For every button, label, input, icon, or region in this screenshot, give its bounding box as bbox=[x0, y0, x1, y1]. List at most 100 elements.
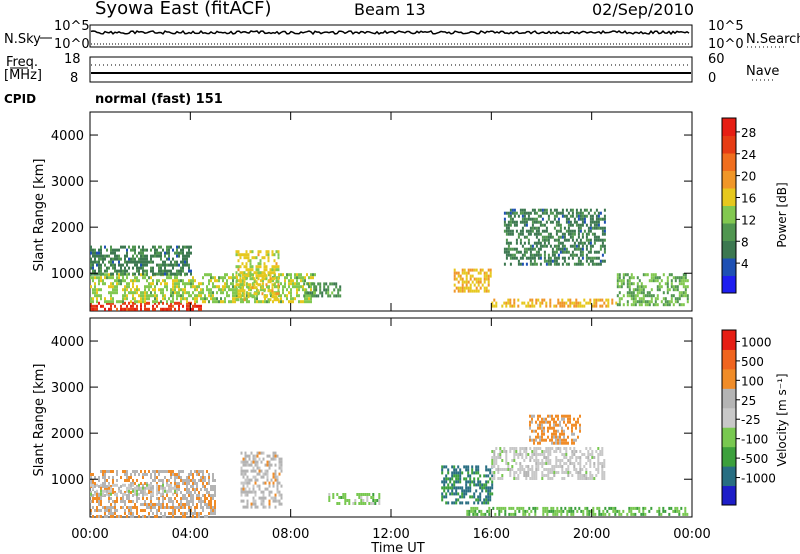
heatmap-cell bbox=[176, 248, 178, 252]
heatmap-cell bbox=[569, 229, 572, 233]
heatmap-cell bbox=[226, 273, 228, 277]
heatmap-cell bbox=[286, 288, 288, 292]
heatmap-cell bbox=[521, 229, 524, 233]
heatmap-cell bbox=[100, 276, 102, 280]
heatmap-cell bbox=[477, 465, 480, 469]
heatmap-cell bbox=[251, 265, 254, 269]
heatmap-cell bbox=[158, 485, 160, 488]
heatmap-cell bbox=[565, 238, 568, 242]
heatmap-cell bbox=[241, 262, 244, 266]
heatmap-cell bbox=[573, 447, 576, 450]
heatmap-cell bbox=[140, 260, 142, 264]
heatmap-cell bbox=[378, 502, 381, 505]
heatmap-cell bbox=[178, 488, 180, 491]
heatmap-cell bbox=[489, 274, 492, 278]
heatmap-cell bbox=[260, 285, 262, 289]
heatmap-cell bbox=[226, 294, 228, 298]
heatmap-cell bbox=[178, 288, 180, 292]
heatmap-cell bbox=[563, 447, 566, 450]
heatmap-cell bbox=[360, 502, 363, 505]
heatmap-cell bbox=[660, 285, 663, 289]
heatmap-cell bbox=[192, 488, 194, 491]
heatmap-cell bbox=[539, 223, 542, 227]
heatmap-cell bbox=[152, 245, 154, 249]
heatmap-cell bbox=[630, 291, 633, 295]
heatmap-cell bbox=[585, 474, 588, 477]
heatmap-cell bbox=[674, 300, 677, 304]
heatmap-cell bbox=[485, 286, 488, 290]
heatmap-cell bbox=[132, 285, 134, 289]
heatmap-cell bbox=[156, 263, 158, 267]
heatmap-cell bbox=[459, 468, 462, 472]
heatmap-cell bbox=[274, 285, 276, 289]
heatmap-cell bbox=[507, 465, 510, 468]
heatmap-cell bbox=[126, 269, 128, 273]
heatmap-cell bbox=[467, 465, 470, 469]
heatmap-cell bbox=[630, 294, 633, 298]
y-tick-label: 3000 bbox=[51, 381, 84, 396]
heatmap-cell bbox=[475, 277, 478, 281]
heatmap-cell bbox=[360, 499, 363, 502]
heatmap-cell bbox=[112, 479, 114, 482]
heatmap-cell bbox=[166, 307, 168, 311]
heatmap-cell bbox=[188, 503, 190, 506]
heatmap-cell bbox=[573, 247, 576, 251]
heatmap-cell bbox=[106, 515, 108, 518]
heatmap-cell bbox=[543, 256, 546, 260]
heatmap-cell bbox=[250, 288, 252, 292]
heatmap-cell bbox=[262, 282, 264, 286]
heatmap-cell bbox=[463, 495, 466, 499]
freq-unit: [MHz] bbox=[4, 68, 42, 83]
heatmap-cell bbox=[182, 245, 184, 249]
heatmap-cell bbox=[662, 303, 665, 307]
heatmap-cell bbox=[202, 300, 204, 304]
heatmap-cell bbox=[664, 300, 667, 304]
heatmap-cell bbox=[214, 494, 216, 497]
heatmap-cell bbox=[515, 211, 518, 215]
heatmap-cell bbox=[471, 465, 474, 469]
heatmap-cell bbox=[670, 294, 673, 298]
heatmap-cell bbox=[232, 300, 234, 304]
heatmap-cell bbox=[525, 220, 528, 224]
freq-tick-high: 18 bbox=[64, 52, 81, 67]
heatmap-cell bbox=[128, 479, 130, 482]
heatmap-cell bbox=[272, 475, 275, 479]
heatmap-cell bbox=[344, 499, 347, 502]
heatmap-cell bbox=[140, 300, 142, 304]
heatmap-cell bbox=[248, 487, 251, 491]
heatmap-cell bbox=[277, 277, 280, 281]
heatmap-cell bbox=[467, 268, 470, 272]
heatmap-cell bbox=[504, 512, 507, 516]
heatmap-cell bbox=[515, 250, 518, 254]
heatmap-cell bbox=[240, 487, 243, 491]
heatmap-cell bbox=[589, 214, 592, 218]
heatmap-cell bbox=[182, 512, 184, 515]
heatmap-cell bbox=[100, 492, 102, 496]
heatmap-cell bbox=[114, 304, 116, 308]
heatmap-cell bbox=[246, 463, 249, 467]
heatmap-cell bbox=[523, 235, 526, 239]
heatmap-cell bbox=[317, 282, 320, 286]
heatmap-cell bbox=[128, 509, 130, 512]
heatmap-cell bbox=[475, 489, 478, 493]
heatmap-cell bbox=[477, 471, 480, 475]
heatmap-cell bbox=[563, 304, 566, 308]
heatmap-cell bbox=[174, 279, 176, 283]
heatmap-cell bbox=[188, 254, 190, 258]
heatmap-cell bbox=[541, 298, 544, 302]
heatmap-cell bbox=[555, 256, 558, 260]
heatmap-cell bbox=[306, 300, 308, 304]
heatmap-cell bbox=[503, 211, 506, 215]
heatmap-cell bbox=[557, 256, 560, 260]
heatmap-cell bbox=[531, 438, 533, 442]
heatmap-cell bbox=[465, 480, 468, 484]
heatmap-cell bbox=[546, 512, 549, 516]
heatmap-cell bbox=[672, 303, 675, 307]
heatmap-cell bbox=[216, 297, 218, 301]
heatmap-cell bbox=[249, 286, 252, 290]
heatmap-cell bbox=[445, 480, 448, 484]
heatmap-cell bbox=[235, 298, 238, 302]
heatmap-cell bbox=[180, 476, 182, 479]
heatmap-cell bbox=[638, 288, 641, 292]
heatmap-cell bbox=[581, 474, 584, 477]
